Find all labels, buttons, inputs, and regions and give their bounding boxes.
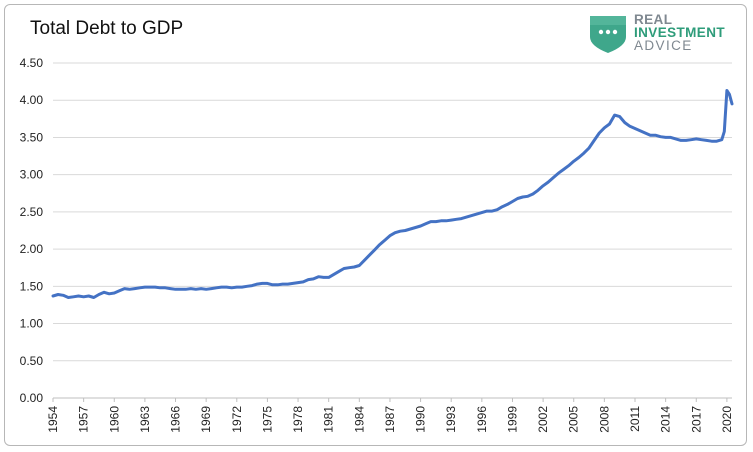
- x-tick-label: 2008: [597, 406, 611, 433]
- gridlines: [53, 62, 732, 362]
- y-tick-label: 0.00: [20, 391, 44, 405]
- y-tick-label: 0.50: [20, 354, 44, 368]
- x-tick-label: 2020: [720, 406, 734, 433]
- x-tick-label: 1972: [230, 406, 244, 433]
- x-tick-label: 2002: [536, 406, 550, 433]
- shield-icon: [590, 16, 626, 53]
- x-tick-label: 1969: [199, 406, 213, 433]
- x-tick-label: 2011: [628, 406, 642, 432]
- x-tick-label: 2005: [567, 406, 581, 433]
- y-axis-ticks: 0.00 0.50 1.00 1.50 2.00 2.50 3.00 3.50 4.00 4.50: [20, 56, 44, 405]
- x-tick-label: 1993: [444, 406, 458, 433]
- real-investment-advice-logo: REAL INVESTMENT ADVICE: [588, 13, 738, 55]
- x-tick-label: 1975: [260, 406, 274, 433]
- x-tick-label: 1954: [46, 406, 60, 433]
- x-tick-label: 1996: [475, 406, 489, 433]
- x-axis-ticks: 1954 1957 1960 1963 1966 1969 1972 1975 1978 1981…: [46, 398, 734, 433]
- y-tick-label: 4.50: [20, 56, 44, 70]
- x-tick-label: 1990: [414, 406, 428, 433]
- chart-frame: [4, 4, 747, 446]
- x-tick-label: 1999: [505, 406, 519, 433]
- x-tick-label: 1987: [383, 406, 397, 433]
- x-tick-label: 1963: [138, 406, 152, 433]
- y-tick-label: 1.50: [20, 279, 44, 293]
- x-tick-label: 1984: [352, 406, 366, 433]
- x-tick-label: 1960: [107, 406, 121, 433]
- chart-title: Total Debt to GDP: [30, 18, 184, 39]
- x-tick-label: 1978: [291, 406, 305, 433]
- series-line: [51, 89, 734, 299]
- x-tick-label: 2017: [689, 406, 703, 433]
- x-tick-label: 1957: [77, 406, 91, 433]
- y-tick-label: 3.50: [20, 130, 44, 144]
- x-tick-label: 1966: [169, 406, 183, 433]
- y-tick-label: 2.00: [20, 242, 44, 256]
- y-tick-label: 1.00: [20, 317, 44, 331]
- x-tick-label: 2014: [659, 406, 673, 433]
- y-tick-label: 4.00: [20, 93, 44, 107]
- x-tick-label: 1981: [322, 406, 336, 433]
- y-tick-label: 2.50: [20, 205, 44, 219]
- y-tick-label: 3.00: [20, 168, 44, 182]
